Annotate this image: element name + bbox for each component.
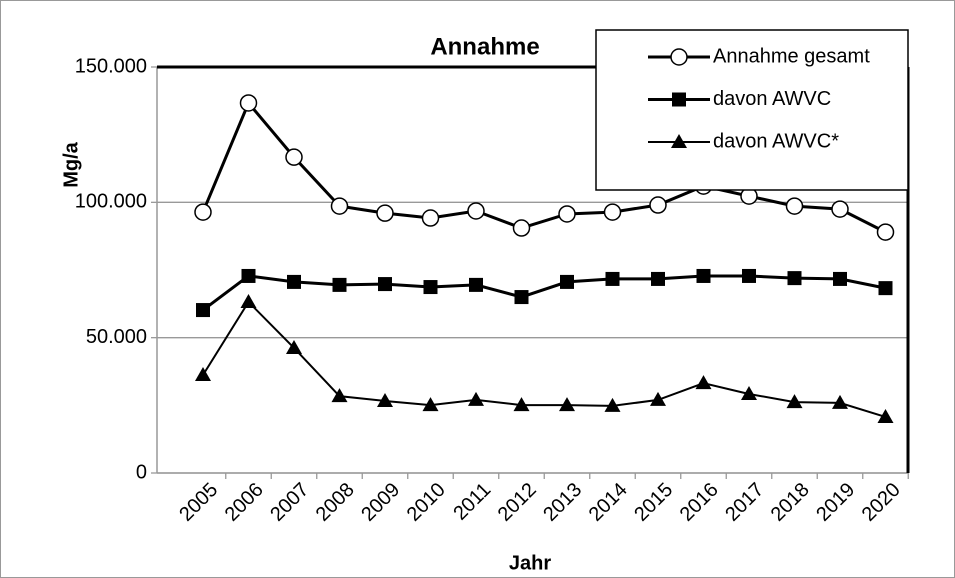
y-axis-label: Mg/a: [60, 141, 82, 187]
marker: [696, 268, 711, 283]
marker: [240, 293, 257, 308]
series-line: [201, 100, 887, 234]
marker: [605, 271, 620, 286]
marker: [833, 271, 847, 286]
marker: [650, 391, 666, 406]
marker: [785, 197, 804, 215]
y-tick-label: 100.000: [75, 191, 147, 213]
marker: [287, 274, 301, 289]
marker: [512, 219, 531, 237]
marker: [422, 397, 439, 412]
marker: [651, 271, 665, 286]
marker: [195, 367, 211, 382]
legend-marker: [672, 92, 686, 107]
y-tick-label: 0: [136, 461, 147, 483]
chart-title: Annahme: [430, 33, 539, 60]
marker: [194, 203, 212, 221]
legend-marker: [670, 48, 688, 66]
series-line: [202, 300, 886, 418]
y-tick-label: 50.000: [86, 326, 147, 348]
marker: [331, 388, 348, 403]
marker: [467, 202, 485, 220]
marker: [603, 203, 622, 221]
marker: [286, 339, 302, 354]
marker: [832, 394, 848, 409]
marker: [421, 209, 440, 227]
legend-label: Annahme gesamt: [713, 45, 870, 67]
marker: [876, 223, 895, 241]
marker: [787, 271, 802, 286]
marker: [377, 393, 393, 408]
x-axis-label: Jahr: [509, 552, 551, 574]
legend-label: davon AWVC: [713, 88, 831, 110]
marker: [196, 303, 210, 318]
marker: [649, 196, 667, 214]
marker: [604, 397, 621, 412]
marker: [695, 375, 712, 390]
marker: [241, 268, 256, 283]
series-line: [202, 274, 886, 312]
y-tick-label: 150.000: [75, 55, 147, 77]
marker: [514, 290, 529, 305]
marker: [741, 385, 757, 400]
marker: [423, 280, 438, 295]
marker: [332, 277, 347, 292]
marker: [239, 94, 258, 112]
marker: [285, 148, 303, 166]
marker: [468, 391, 484, 406]
marker: [786, 394, 803, 409]
marker: [330, 197, 349, 215]
marker: [742, 268, 756, 283]
marker: [878, 281, 893, 296]
marker: [558, 205, 576, 223]
legend-label: davon AWVC*: [713, 130, 839, 152]
marker: [559, 397, 575, 412]
marker: [469, 277, 483, 292]
legend-marker: [671, 134, 687, 148]
marker: [831, 200, 849, 218]
marker: [378, 277, 392, 292]
marker: [376, 204, 394, 222]
marker: [513, 397, 530, 412]
marker: [560, 274, 574, 289]
marker: [877, 408, 894, 423]
